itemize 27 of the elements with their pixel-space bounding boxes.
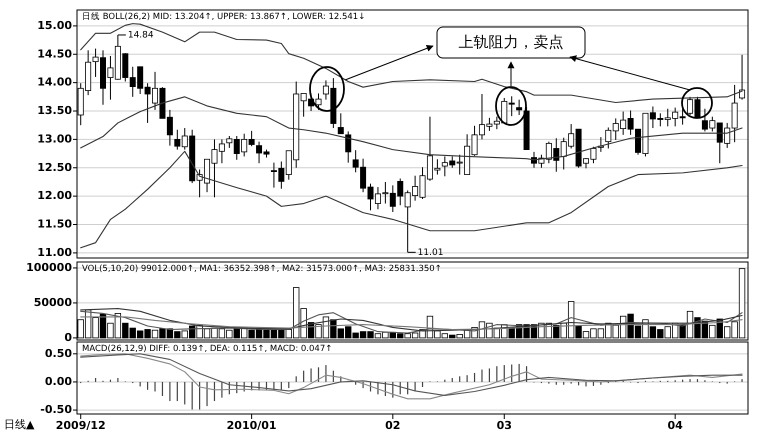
y-tick-label: 14.50 bbox=[37, 47, 72, 60]
y-tick-label: 11.00 bbox=[37, 246, 72, 259]
chart-title: MACD(26,12,9) DIFF: 0.139↑, DEA: 0.115↑, MACD: 0.047↑ bbox=[82, 344, 332, 354]
annotation: 14.84 bbox=[128, 30, 154, 40]
y-tick-label: 13.00 bbox=[37, 132, 72, 146]
annotation: 11.01 bbox=[418, 248, 444, 258]
y-tick-label: 0.00 bbox=[44, 374, 72, 388]
y-tick-label: 12.00 bbox=[37, 189, 72, 202]
x-tick-label: 03 bbox=[496, 419, 512, 432]
text: 日线▲ bbox=[4, 418, 35, 431]
annotation: 上轨阻力，卖点 bbox=[458, 32, 564, 51]
y-tick-label: -0.50 bbox=[40, 403, 72, 416]
y-tick-label: 0 bbox=[64, 330, 72, 344]
x-tick-label: 2009/12 bbox=[56, 419, 106, 432]
x-tick-label: 04 bbox=[668, 419, 684, 432]
chart-title: 日线 BOLL(26,2) MID: 13.204↑, UPPER: 13.867↑, LOWER: 12.541↓ bbox=[82, 11, 366, 22]
y-tick-label: 15.00 bbox=[37, 18, 72, 32]
x-tick-label: 2010/01 bbox=[226, 419, 277, 432]
chart-title: VOL(5,10,20) 99012.000↑, MA1: 36352.398↑, MA2: 31573.000↑, MA3: 25831.350↑ bbox=[82, 264, 442, 274]
y-tick-label: 14.00 bbox=[37, 76, 72, 89]
y-tick-label: 0.50 bbox=[44, 346, 72, 360]
y-tick-label: 11.50 bbox=[37, 218, 72, 231]
y-tick-label: 100000 bbox=[26, 260, 72, 274]
y-tick-label: 50000 bbox=[34, 296, 72, 309]
x-tick-label: 02 bbox=[385, 419, 400, 432]
y-tick-label: 13.50 bbox=[37, 104, 72, 118]
y-tick-label: 12.50 bbox=[37, 160, 72, 174]
